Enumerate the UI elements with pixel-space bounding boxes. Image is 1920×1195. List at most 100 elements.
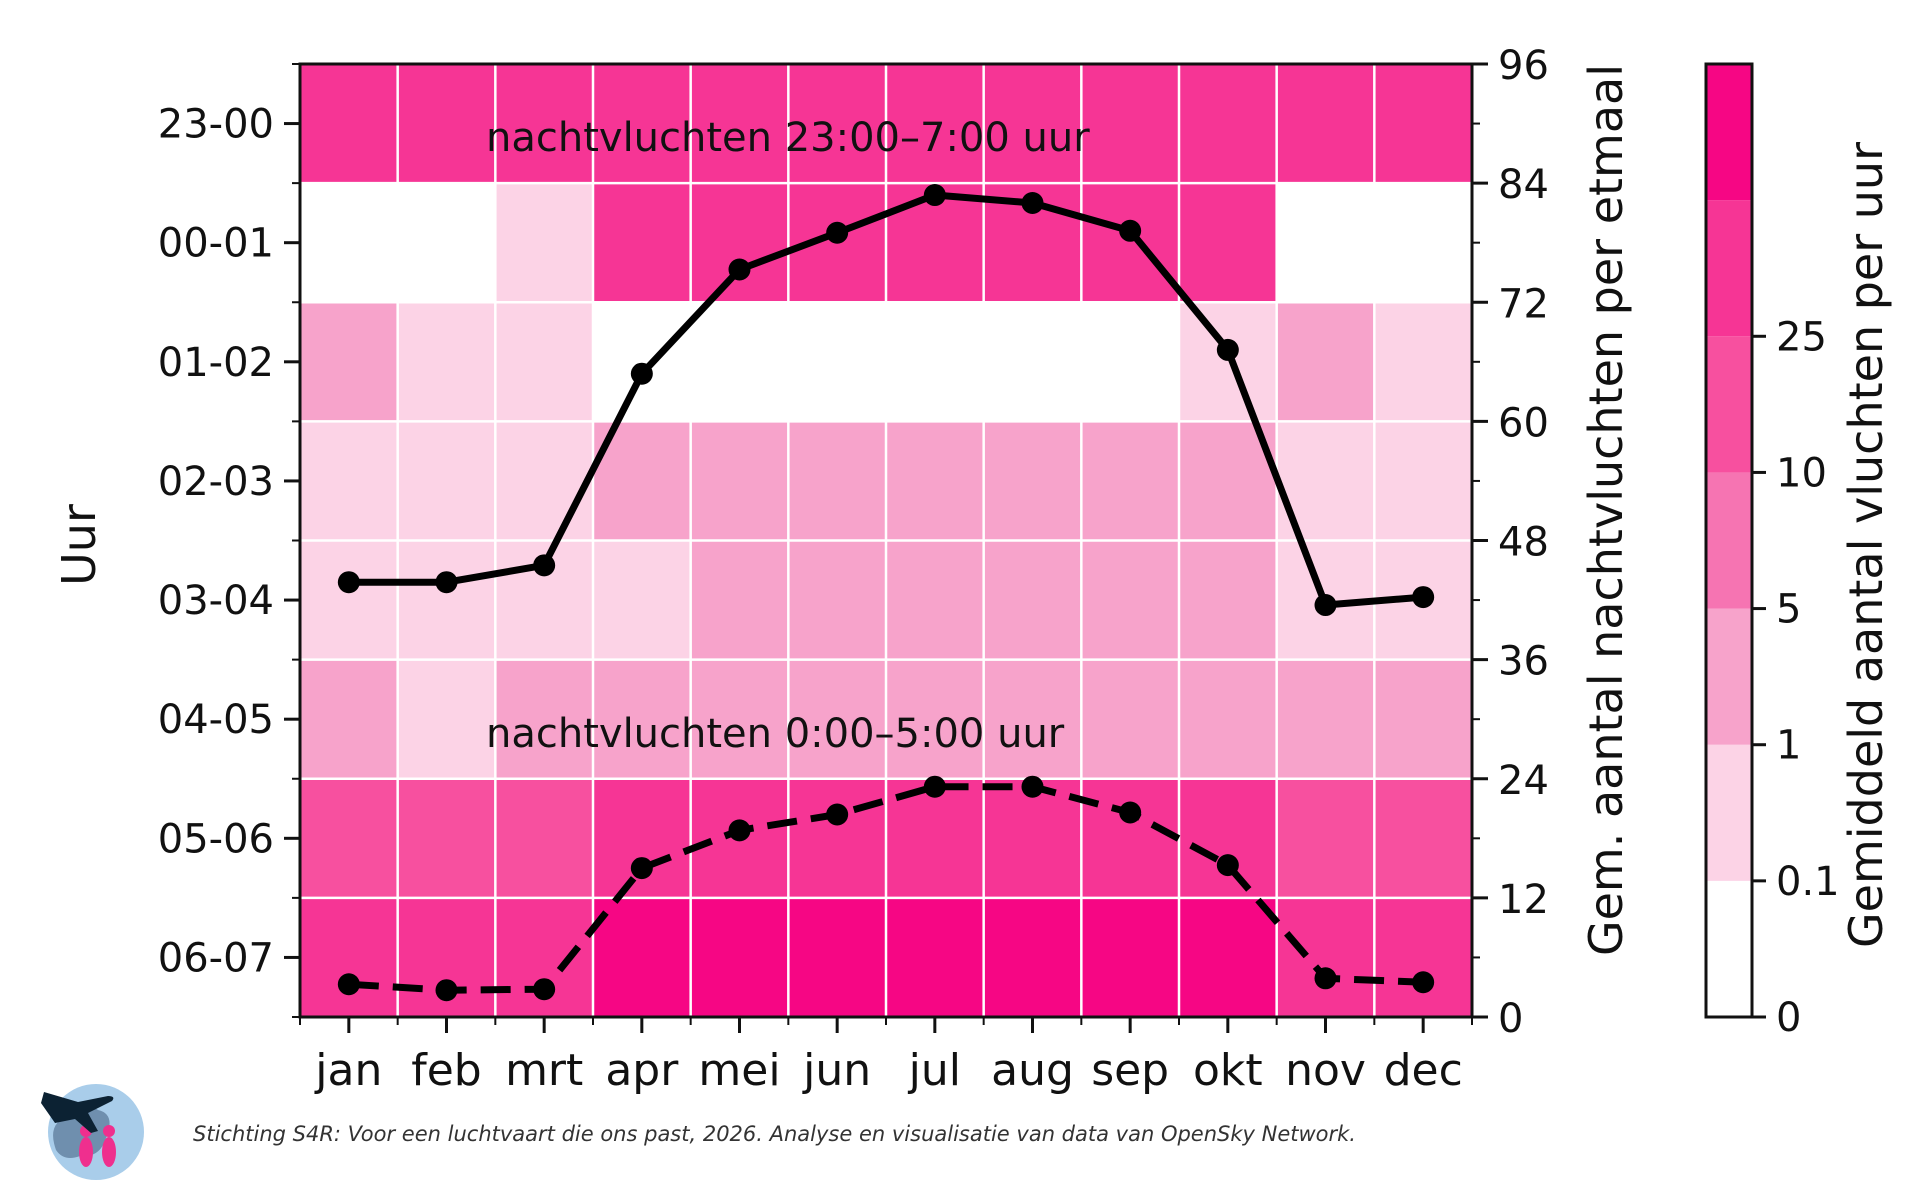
y-tick-label: 00-01: [158, 221, 274, 267]
colorbar-bin: [1706, 64, 1752, 201]
heatmap-cell: [788, 778, 886, 898]
data-point: [630, 362, 653, 385]
heatmap-cell: [1081, 897, 1179, 1017]
heatmap-cell: [593, 540, 691, 660]
heatmap-cell: [300, 540, 398, 660]
heatmap-cell: [1179, 778, 1277, 898]
heatmap-cell: [983, 302, 1082, 422]
colorbar-bin: [1706, 744, 1752, 881]
y2-tick-label: 36: [1498, 639, 1549, 685]
x-tick-label: feb: [411, 1045, 482, 1096]
heatmap-cell: [397, 183, 496, 303]
heatmap-cell: [788, 64, 886, 184]
colorbar-tick-label: 1: [1776, 723, 1801, 769]
y2-tick-label: 12: [1498, 877, 1549, 923]
heatmap-cell: [495, 421, 593, 541]
heatmap-cell: [397, 64, 496, 184]
heatmap-cell: [300, 778, 398, 898]
heatmap-cell: [1179, 183, 1277, 303]
colorbar-tick-label: 0: [1776, 995, 1801, 1041]
colorbar-tick-label: 10: [1776, 450, 1827, 496]
y2-tick-label: 72: [1498, 281, 1549, 327]
heatmap-cell: [788, 421, 886, 541]
heatmap-cell: [397, 540, 496, 660]
x-tick-label: apr: [605, 1045, 679, 1096]
airplane-trees-people-logo: [41, 1084, 144, 1180]
x-tick-label: dec: [1384, 1045, 1463, 1096]
series-line-00-05: [348, 783, 1424, 994]
heatmap-cell: [690, 659, 789, 779]
heatmap-cell: [1374, 421, 1472, 541]
axes: [284, 62, 1488, 1033]
heatmap-cell: [397, 659, 496, 779]
heatmap-cell: [1374, 897, 1472, 1017]
x-tick-label: jun: [802, 1045, 871, 1096]
data-point: [923, 775, 946, 798]
heatmap-cell: [397, 302, 496, 422]
heatmap-cell: [593, 778, 691, 898]
y2-axis-label: Gem. aantal nachtvluchten per etmaal: [1579, 64, 1633, 956]
data-point: [337, 571, 360, 594]
heatmap-cell: [1374, 778, 1472, 898]
colorbar-frame: [1704, 62, 1754, 1019]
heatmap-cell: [300, 183, 398, 303]
heatmap-cell: [1179, 302, 1277, 422]
colorbar-bin: [1706, 336, 1752, 473]
heatmap-cell: [788, 659, 886, 779]
y-axis-ticks: 23-00 00-01 01-02 02-03 03-04 04-05 05-06 06-07: [158, 102, 274, 982]
y2-tick-label: 84: [1498, 162, 1549, 208]
heatmap-cell: [495, 778, 593, 898]
heatmap-cell: [690, 302, 789, 422]
heatmap-grid: [300, 64, 1472, 1017]
heatmap-cell: [300, 659, 398, 779]
heatmap-cell: [1374, 659, 1472, 779]
data-point: [630, 857, 653, 880]
colorbar-tick-label: 5: [1776, 587, 1801, 633]
heatmap-cell: [495, 659, 593, 779]
heatmap-cell: [690, 897, 789, 1017]
heatmap-cell: [1276, 64, 1375, 184]
x-tick-label: okt: [1193, 1045, 1263, 1096]
heatmap-cell: [983, 540, 1082, 660]
data-point: [1119, 219, 1142, 242]
heatmap-cell: [397, 421, 496, 541]
colorbar-tick-label: 25: [1776, 314, 1827, 360]
y-tick-label: 05-06: [158, 816, 274, 862]
heatmap-cell: [593, 302, 691, 422]
heatmap-cell: [886, 659, 984, 779]
x-tick-label: jul: [908, 1045, 961, 1096]
heatmap-cell: [593, 659, 691, 779]
heatmap-cell: [593, 183, 691, 303]
data-point: [923, 184, 946, 207]
data-point: [1119, 801, 1142, 824]
heatmap-cell: [690, 183, 789, 303]
heatmap-cell: [1179, 659, 1277, 779]
y-axis-label: Uur: [52, 504, 106, 586]
series-annotation: nachtvluchten 0:00–5:00 uur: [486, 711, 1065, 757]
data-point: [1216, 854, 1239, 877]
line-series: [337, 184, 1435, 1002]
heatmap-cell: [1081, 64, 1179, 184]
heatmap-cell: [886, 64, 984, 184]
data-point: [533, 978, 556, 1001]
heatmap-cell: [1081, 183, 1179, 303]
data-point: [1216, 338, 1239, 361]
heatmap-cell: [1081, 659, 1179, 779]
data-point: [435, 571, 458, 594]
colorbar-bin: [1706, 608, 1752, 745]
colorbar-bin: [1706, 880, 1752, 1017]
y2-tick-label: 0: [1498, 996, 1523, 1042]
x-axis-ticks: jan feb mrt apr mei jun jul aug sep okt nov dec: [314, 1045, 1462, 1096]
heatmap-cell: [1374, 302, 1472, 422]
x-tick-label: sep: [1091, 1045, 1169, 1096]
heatmap-cell: [886, 540, 984, 660]
heatmap-cell: [886, 421, 984, 541]
heatmap-cell: [983, 64, 1082, 184]
heatmap-cell: [983, 897, 1082, 1017]
y-tick-label: 02-03: [158, 459, 274, 505]
heatmap-cell: [300, 64, 398, 184]
colorbar-bin: [1706, 200, 1752, 337]
heatmap-cell: [1276, 659, 1375, 779]
heatmap: [300, 64, 1472, 1017]
